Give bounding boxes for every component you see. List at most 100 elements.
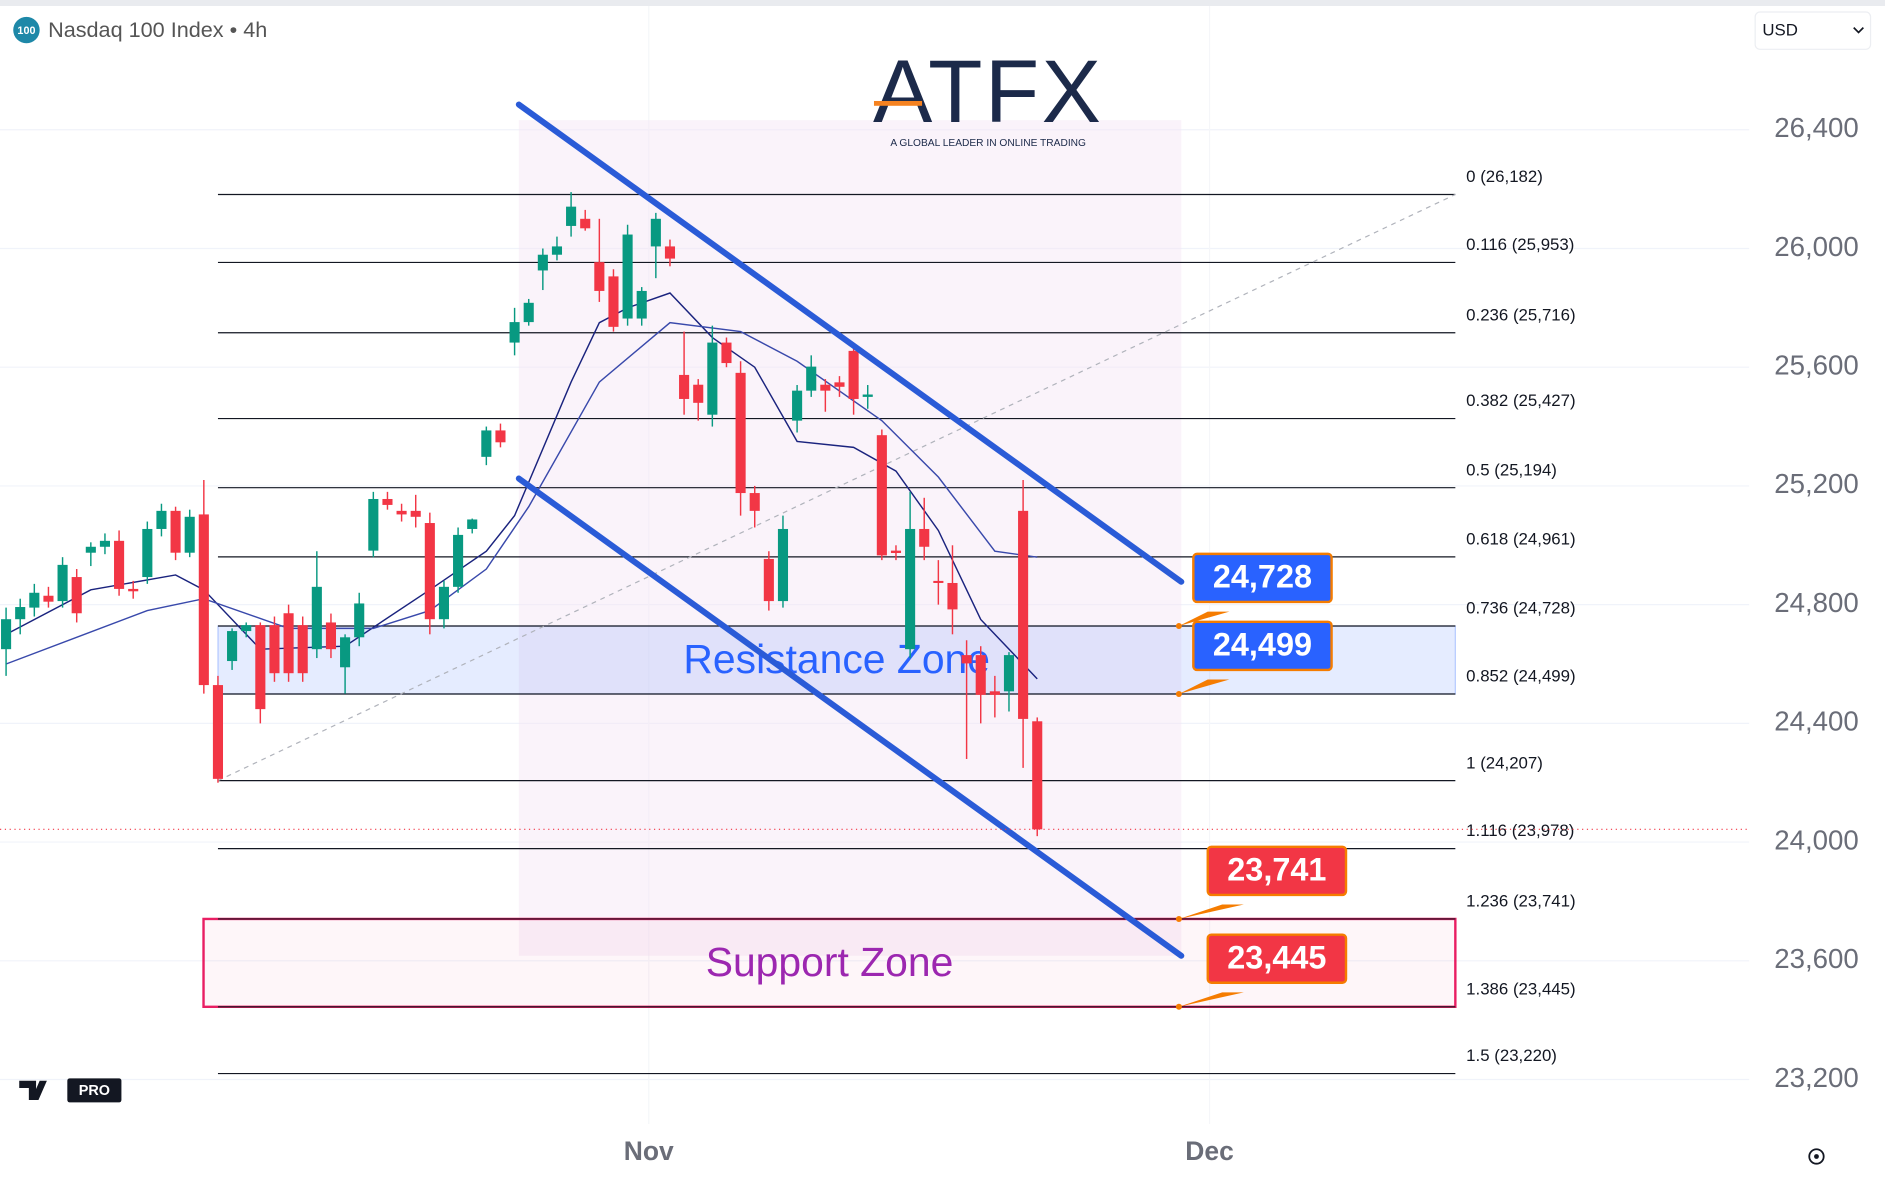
channel-line: [515, 475, 1185, 959]
candle-body: [636, 290, 647, 319]
y-tick-label: 26,400: [1774, 112, 1859, 143]
top-border: [0, 0, 1885, 7]
candle-body: [396, 510, 407, 515]
fib-label: 0.852 (24,499): [1466, 667, 1575, 686]
candle-body: [749, 493, 760, 511]
y-tick-label: 25,200: [1774, 468, 1859, 499]
price-tag-label: 24,728: [1213, 559, 1312, 595]
y-tick-label: 23,200: [1774, 1062, 1859, 1093]
candle-body: [325, 622, 337, 650]
channel-line: [515, 101, 1185, 585]
candle-body: [453, 534, 464, 587]
candle-body: [820, 384, 831, 391]
currency-caret: [1853, 27, 1864, 34]
candle-body: [537, 254, 548, 271]
y-tick-label: 25,600: [1774, 350, 1859, 381]
fib-label: 1.5 (23,220): [1466, 1046, 1557, 1065]
y-tick-label: 24,000: [1774, 824, 1859, 855]
fib-label: 0.5 (25,194): [1466, 460, 1557, 479]
currency[interactable]: USD: [1762, 21, 1798, 40]
candle-body: [777, 528, 789, 602]
candle-body: [721, 342, 732, 364]
fib-label: 1.236 (23,741): [1466, 892, 1575, 911]
brand-accent: [873, 100, 923, 106]
candle-body: [650, 218, 661, 247]
candle-body: [156, 510, 167, 529]
candle-body: [594, 262, 605, 291]
candle-body: [382, 498, 393, 505]
candle-body: [1, 619, 12, 650]
candle-body: [551, 246, 563, 255]
candle-body: [368, 498, 379, 551]
candle-body: [834, 382, 845, 387]
price-tag-label: 24,499: [1213, 627, 1312, 663]
candle-body: [933, 580, 944, 583]
fib-label: 0.736 (24,728): [1466, 599, 1575, 618]
candle-body: [269, 625, 280, 674]
candle-body: [170, 510, 181, 553]
fib-label: 1.386 (23,445): [1466, 979, 1575, 998]
candle-body: [29, 592, 40, 608]
fib-label: 0.236 (25,716): [1466, 305, 1575, 324]
candle-body: [283, 613, 294, 674]
candle-body: [679, 374, 690, 399]
candle-body: [890, 550, 902, 554]
channel-shade: [518, 120, 1182, 956]
candle-body: [622, 234, 633, 319]
currency-box[interactable]: [1754, 11, 1872, 50]
candle-body: [707, 342, 718, 415]
candle-body: [919, 528, 930, 547]
price-tag-label: 23,445: [1227, 939, 1326, 975]
candle-body: [57, 564, 68, 602]
candle-body: [297, 625, 308, 674]
candle-body: [876, 435, 887, 556]
candle-body: [989, 691, 1000, 695]
fib-trend: [217, 193, 1456, 782]
candle-body: [255, 625, 266, 710]
fib-label: 0.618 (24,961): [1466, 529, 1575, 548]
candle-body: [227, 631, 238, 662]
candle-body: [608, 276, 619, 327]
candle-body: [410, 510, 421, 517]
fib-label: 0.382 (25,427): [1466, 391, 1575, 410]
candle-body: [1018, 510, 1029, 719]
candle-body: [467, 519, 478, 529]
price-tag-pointer: [1178, 679, 1230, 694]
chart-title: Nasdaq 100 Index • 4h: [48, 17, 267, 42]
price-tag: [1192, 620, 1333, 672]
candle-body: [523, 302, 534, 323]
settings-icon[interactable]: [1808, 1148, 1825, 1165]
price-tag: [1206, 845, 1348, 897]
candle-body: [580, 218, 591, 229]
symbol-badge: [13, 16, 40, 44]
y-tick-label: 24,800: [1774, 587, 1859, 618]
platform-logo: [19, 1080, 47, 1100]
candle-body: [862, 394, 873, 397]
price-tag: [1192, 552, 1333, 604]
zone-label: Support Zone: [706, 939, 954, 985]
candle-body: [354, 603, 365, 638]
candle-body: [693, 384, 704, 403]
y-tick-label: 26,000: [1774, 231, 1859, 262]
candle-body: [947, 582, 958, 610]
candle-body: [905, 528, 916, 650]
price-tag-anchor: [1175, 623, 1182, 630]
brand-tagline: A GLOBAL LEADER IN ONLINE TRADING: [890, 138, 1086, 149]
fib-label: 1.116 (23,978): [1466, 821, 1574, 840]
price-tag: [1206, 933, 1348, 984]
platform-badge-box: [67, 1078, 122, 1103]
candle-body: [1003, 655, 1015, 692]
candle-body: [311, 586, 322, 650]
candle-body: [961, 655, 972, 664]
candle-body: [509, 322, 520, 343]
candle-body: [71, 577, 82, 614]
brand-logo: ATFX: [873, 41, 1103, 141]
price-tag-label: 23,741: [1227, 852, 1326, 888]
candle-body: [184, 516, 195, 553]
price-tag-pointer: [1178, 904, 1244, 919]
candle-body: [806, 366, 817, 391]
price-tag-anchor: [1175, 1003, 1182, 1010]
fib-label: 0 (26,182): [1466, 167, 1543, 186]
